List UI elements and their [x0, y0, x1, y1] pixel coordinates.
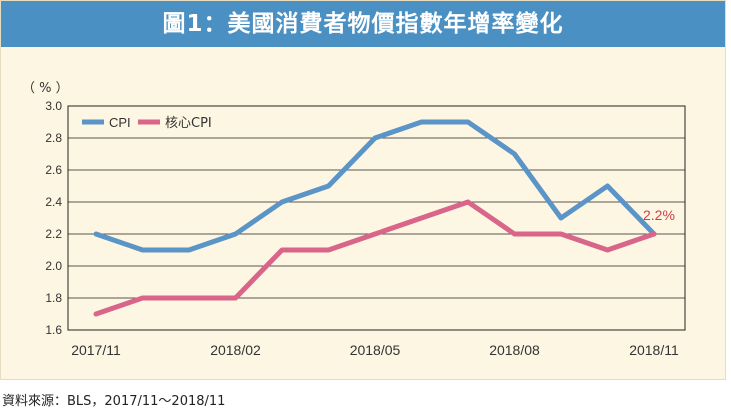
- series-lines: [93, 119, 657, 317]
- line-chart: （ % ） 1.61.82.02.22.42.62.83.0 2017/11 20…: [22, 81, 686, 358]
- x-tick-label: 2018/08: [489, 342, 540, 358]
- y-tick-label: 2.2: [45, 227, 62, 241]
- y-tick-label: 1.6: [45, 323, 62, 337]
- x-axis: 2017/11 2018/02 2018/05 2018/08 2018/11: [71, 342, 679, 358]
- series-line-core: [93, 199, 657, 317]
- plot-frame: [67, 105, 686, 331]
- chart-title: 圖1：美國消費者物價指數年增率變化: [1, 1, 725, 47]
- annotation-label: 2.2%: [643, 207, 675, 223]
- y-unit-label: （ % ）: [22, 81, 69, 96]
- y-tick-label: 3.0: [45, 99, 62, 113]
- series-line-cpi: [93, 119, 657, 253]
- y-tick-label: 2.4: [45, 195, 62, 209]
- x-tick-label: 2018/11: [629, 342, 679, 358]
- y-tick-label: 1.8: [45, 291, 62, 305]
- y-tick-label: 2.0: [45, 259, 62, 273]
- y-tick-label: 2.6: [45, 163, 62, 177]
- x-tick-label: 2018/02: [210, 342, 261, 358]
- legend-label-core: 核心CPI: [165, 116, 212, 131]
- source-note: 資料來源：BLS，2017/11～2018/11: [2, 394, 226, 409]
- y-axis: 1.6 1.8 2.0 2.2 2.4 2.6 2.8 3.0: [45, 99, 62, 337]
- x-tick-label: 2018/05: [350, 342, 401, 358]
- legend-label-cpi: CPI: [109, 115, 131, 130]
- x-tick-label: 2017/11: [71, 342, 121, 358]
- legend: CPI 核心CPI: [82, 115, 212, 131]
- y-tick-label: 2.8: [45, 131, 62, 145]
